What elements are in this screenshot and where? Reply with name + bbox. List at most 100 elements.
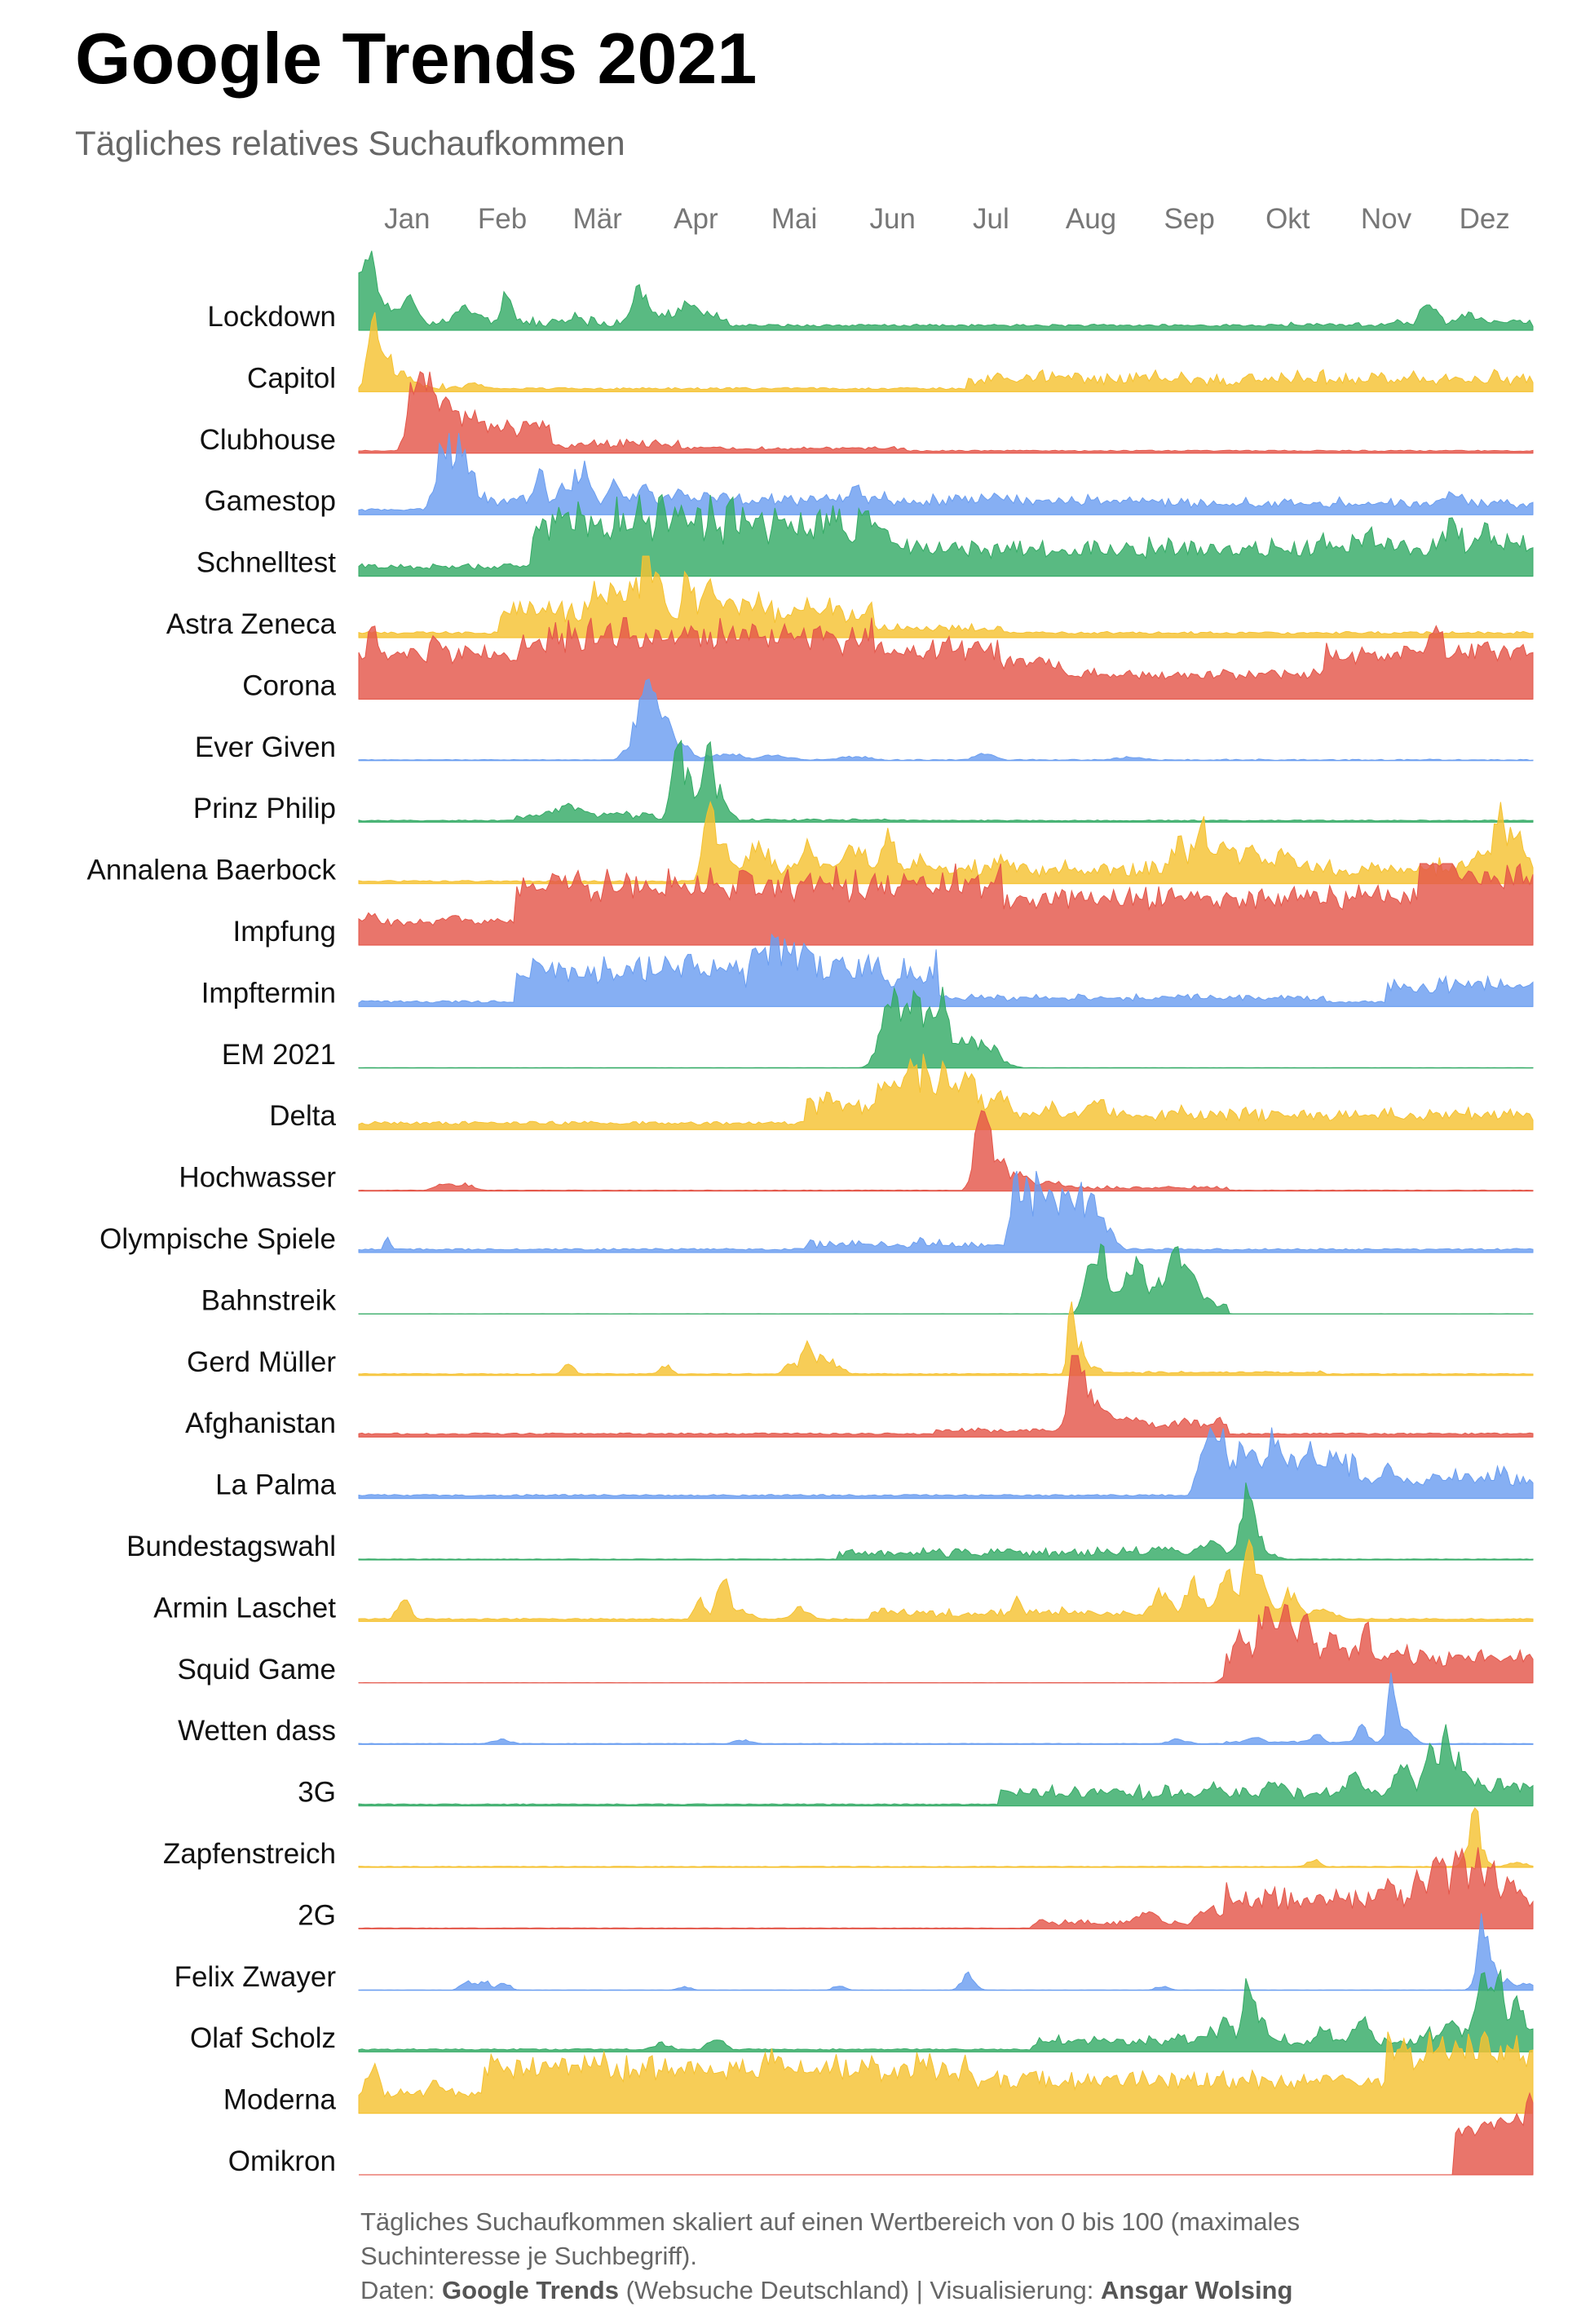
series-label: Gerd Müller [187, 1346, 336, 1378]
ridge-row: Clubhouse [200, 371, 1534, 456]
ridge-row: Prinz Philip [193, 739, 1534, 824]
ridge-row: 3G [298, 1724, 1534, 1809]
footer-line-1: Tägliches Suchaufkommen skaliert auf ein… [360, 2207, 1301, 2236]
month-label: Jul [973, 203, 1009, 235]
ridge-row: Ever Given [195, 678, 1534, 763]
month-label: Feb [478, 203, 527, 235]
series-label: Olaf Scholz [190, 2022, 336, 2054]
ridge-area [358, 1603, 1534, 1684]
series-label: Moderna [223, 2084, 337, 2116]
series-label: Bundestagswahl [126, 1531, 336, 1562]
ridge-area [358, 616, 1534, 700]
ridge-row: Capitol [247, 311, 1534, 394]
ridge-row: Squid Game [177, 1603, 1534, 1686]
ridge-area [358, 1724, 1534, 1807]
series-label: Capitol [247, 362, 336, 394]
month-label: Apr [674, 203, 718, 235]
ridge-row: Moderna [223, 2030, 1534, 2116]
ridge-row: Bahnstreik [201, 1243, 1534, 1316]
ridge-row: La Palma [215, 1426, 1534, 1501]
ridge-row: Bundestagswahl [126, 1482, 1534, 1562]
month-label: Mär [573, 203, 623, 235]
ridge-row: Delta [269, 1054, 1534, 1132]
series-label: Zapfenstreich [163, 1838, 336, 1870]
ridge-row: Felix Zwayer [174, 1913, 1534, 1993]
ridge-area [358, 1301, 1534, 1376]
series-label: Afghanistan [185, 1407, 336, 1439]
ridge-row: Gamestop [205, 433, 1534, 517]
ridge-row: Afghanistan [185, 1354, 1534, 1439]
series-label: Omikron [228, 2145, 336, 2177]
series-label: 3G [298, 1777, 336, 1809]
series-label: La Palma [215, 1469, 336, 1501]
series-label: EM 2021 [222, 1039, 336, 1071]
series-label: 2G [298, 1899, 336, 1931]
month-label: Mai [771, 203, 817, 235]
ridge-area [358, 311, 1534, 392]
footer-author: Ansgar Wolsing [1101, 2276, 1293, 2304]
page-title: Google Trends 2021 [75, 18, 757, 99]
month-label: Aug [1066, 203, 1116, 235]
ridge-row: Impfung [233, 863, 1534, 948]
series-label: Schnelltest [197, 547, 336, 579]
ridge-area [358, 555, 1534, 638]
footer-note: Tägliches Suchaufkommen skaliert auf ein… [360, 2205, 1502, 2308]
series-label: Olympische Spiele [99, 1223, 336, 1255]
footer-data-source: Google Trends [441, 2276, 619, 2304]
ridge-area [358, 371, 1534, 454]
ridge-row: Annalena Baerbock [87, 801, 1534, 886]
month-axis: Jan Feb Mär Apr Mai Jun Jul Aug Sep Okt Nov Dez [384, 203, 1510, 235]
series-label: Astra Zeneca [166, 608, 337, 640]
series-label: Bahnstreik [201, 1284, 337, 1316]
series-label: Armin Laschet [153, 1592, 336, 1624]
series-label: Corona [242, 669, 336, 701]
series-label: Delta [269, 1100, 336, 1132]
series-label: Lockdown [207, 301, 336, 333]
footer-credits: Daten: Google Trends (Websuche Deutschla… [360, 2273, 1502, 2308]
series-label: Impftermin [201, 977, 336, 1009]
month-label: Dez [1460, 203, 1510, 235]
ridge-area [358, 1847, 1534, 1929]
ridge-area [358, 678, 1534, 762]
series-label: Hochwasser [179, 1162, 336, 1194]
ridge-row: Schnelltest [197, 493, 1534, 579]
ridge-area [358, 493, 1534, 577]
ridge-area [358, 801, 1534, 885]
ridge-area [358, 1968, 1534, 2052]
ridge-row: Olympische Spiele [99, 1170, 1534, 1255]
ridge-area [358, 1110, 1534, 1192]
month-label: Nov [1361, 203, 1412, 235]
ridge-area [358, 739, 1534, 823]
ridge-row: Armin Laschet [153, 1538, 1534, 1624]
ridge-area [358, 933, 1534, 1007]
page-subtitle: Tägliches relatives Suchaufkommen [75, 124, 625, 162]
ridge-area [359, 2092, 1534, 2176]
series-label: Prinz Philip [193, 793, 336, 824]
ridge-area [358, 1672, 1534, 1745]
ridge-area [358, 1538, 1534, 1622]
series-label: Felix Zwayer [174, 1961, 337, 1993]
ridge-area [358, 863, 1534, 946]
ridge-row: Corona [242, 616, 1534, 701]
footer-data-detail: (Websuche Deutschland) | Visualisierung: [618, 2276, 1102, 2304]
month-label: Jun [869, 203, 915, 235]
series-label: Gamestop [205, 485, 336, 517]
ridge-area [358, 2030, 1534, 2114]
footer-data-prefix: Daten: [360, 2276, 442, 2304]
ridge-area [358, 250, 1534, 331]
ridgeline-chart: Jan Feb Mär Apr Mai Jun Jul Aug Sep Okt Nov Dez Loc… [87, 203, 1534, 2177]
series-label: Annalena Baerbock [87, 855, 337, 886]
ridge-row: Olaf Scholz [190, 1968, 1534, 2054]
ridge-row: Lockdown [207, 250, 1534, 333]
series-label: Ever Given [195, 731, 336, 763]
ridge-area [358, 1354, 1534, 1438]
ridge-area [358, 1482, 1534, 1561]
ridge-area [358, 433, 1534, 515]
ridge-area [358, 1807, 1534, 1868]
ridge-row: Hochwasser [179, 1110, 1534, 1194]
series-label: Impfung [233, 916, 336, 948]
ridge-area [358, 1426, 1534, 1500]
ridge-area [358, 1243, 1534, 1314]
ridge-area [358, 986, 1534, 1069]
series-label: Clubhouse [200, 424, 336, 456]
